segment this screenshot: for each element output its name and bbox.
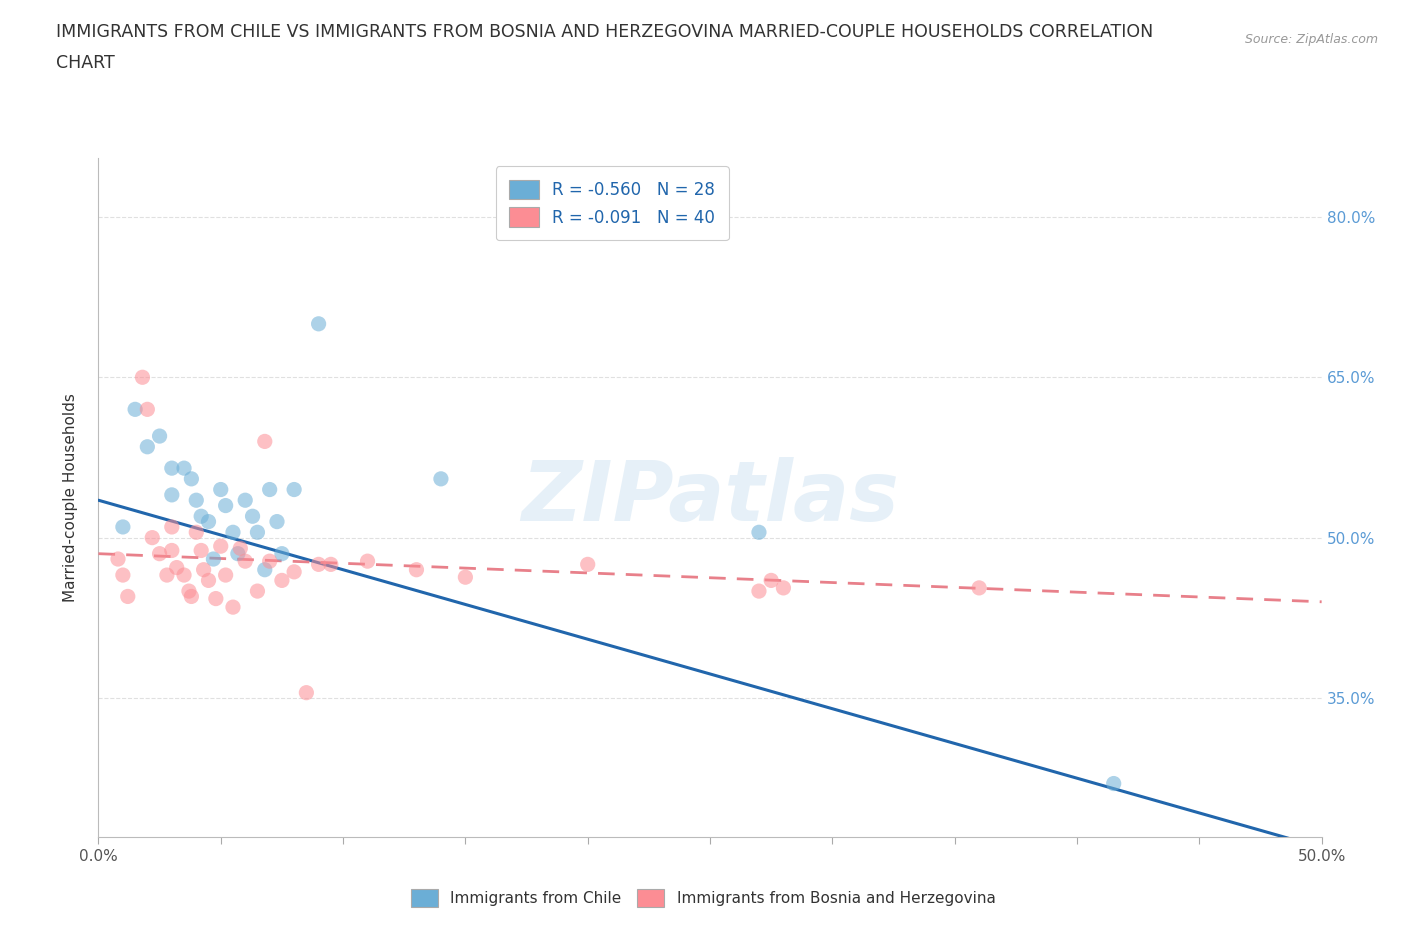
Point <box>107 551 129 566</box>
Point <box>160 520 183 535</box>
Point <box>748 584 770 599</box>
Point <box>173 460 195 475</box>
Point <box>117 589 139 604</box>
Point <box>160 487 183 502</box>
Point <box>576 557 599 572</box>
Point <box>156 567 179 582</box>
Point <box>233 553 256 568</box>
Point <box>202 551 225 566</box>
Point <box>222 525 245 539</box>
Point <box>197 514 219 529</box>
Point <box>233 493 256 508</box>
Point <box>242 509 264 524</box>
Point <box>283 565 305 579</box>
Point <box>149 546 172 561</box>
Point <box>177 584 200 599</box>
Point <box>295 685 318 700</box>
Point <box>246 525 269 539</box>
Point <box>149 429 172 444</box>
Legend: Immigrants from Chile, Immigrants from Bosnia and Herzegovina: Immigrants from Chile, Immigrants from B… <box>405 884 1001 913</box>
Point <box>205 591 228 606</box>
Point <box>209 482 232 497</box>
Point <box>772 580 794 595</box>
Point <box>124 402 146 417</box>
Point <box>270 573 294 588</box>
Point <box>226 546 249 561</box>
Point <box>270 546 294 561</box>
Point <box>197 573 219 588</box>
Point <box>209 538 232 553</box>
Point <box>111 567 134 582</box>
Point <box>253 563 276 578</box>
Point <box>430 472 453 486</box>
Y-axis label: Married-couple Households: Married-couple Households <box>63 393 77 602</box>
Point <box>186 493 208 508</box>
Point <box>405 563 427 578</box>
Point <box>180 589 202 604</box>
Point <box>136 439 159 454</box>
Legend: R = -0.560   N = 28, R = -0.091   N = 40: R = -0.560 N = 28, R = -0.091 N = 40 <box>496 166 728 240</box>
Point <box>761 573 783 588</box>
Point <box>186 525 208 539</box>
Point <box>308 557 330 572</box>
Point <box>190 509 212 524</box>
Text: IMMIGRANTS FROM CHILE VS IMMIGRANTS FROM BOSNIA AND HERZEGOVINA MARRIED-COUPLE H: IMMIGRANTS FROM CHILE VS IMMIGRANTS FROM… <box>56 23 1153 41</box>
Point <box>160 460 183 475</box>
Point <box>214 567 236 582</box>
Point <box>193 563 215 578</box>
Point <box>173 567 195 582</box>
Point <box>214 498 236 513</box>
Text: ZIPatlas: ZIPatlas <box>522 457 898 538</box>
Point <box>166 560 188 575</box>
Point <box>454 570 477 585</box>
Point <box>259 482 281 497</box>
Point <box>136 402 159 417</box>
Point <box>266 514 288 529</box>
Point <box>190 543 212 558</box>
Point <box>141 530 163 545</box>
Point <box>229 541 252 556</box>
Point <box>253 434 276 449</box>
Point <box>356 553 378 568</box>
Point <box>111 520 134 535</box>
Text: CHART: CHART <box>56 54 115 72</box>
Point <box>246 584 269 599</box>
Point <box>1102 777 1125 791</box>
Point <box>180 472 202 486</box>
Point <box>222 600 245 615</box>
Point <box>319 557 342 572</box>
Text: Source: ZipAtlas.com: Source: ZipAtlas.com <box>1244 33 1378 46</box>
Point <box>748 525 770 539</box>
Point <box>308 316 330 331</box>
Point <box>283 482 305 497</box>
Point <box>259 553 281 568</box>
Point <box>131 370 153 385</box>
Point <box>160 543 183 558</box>
Point <box>967 580 990 595</box>
